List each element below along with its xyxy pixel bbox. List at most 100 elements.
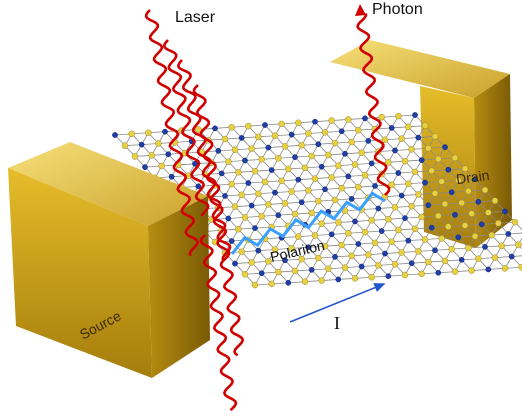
- metal-atom: [378, 228, 385, 234]
- metal-atom: [375, 205, 382, 212]
- chalcogen-atom: [308, 152, 315, 160]
- chalcogen-atom: [431, 190, 439, 197]
- metal-atom: [425, 202, 432, 209]
- metal-atom: [298, 199, 305, 206]
- chalcogen-atom: [301, 164, 309, 172]
- chalcogen-atom: [351, 161, 359, 168]
- drain-electrode: [330, 40, 512, 248]
- metal-atom: [245, 180, 252, 186]
- chalcogen-atom: [231, 146, 239, 154]
- metal-atom: [285, 279, 292, 286]
- chalcogen-atom: [148, 152, 155, 159]
- chalcogen-atom: [435, 155, 442, 163]
- metal-atom: [338, 128, 345, 135]
- metal-atom: [292, 154, 298, 160]
- metal-atom: [445, 166, 452, 173]
- chalcogen-atom: [398, 249, 405, 256]
- chalcogen-atom: [318, 277, 325, 284]
- chalcogen-atom: [455, 177, 462, 184]
- metal-atom: [472, 176, 478, 183]
- metal-atom: [415, 134, 422, 141]
- metal-atom: [385, 273, 392, 279]
- chalcogen-atom: [388, 181, 395, 189]
- metal-atom: [215, 148, 222, 154]
- chalcogen-atom: [311, 232, 319, 239]
- chalcogen-atom: [328, 174, 335, 181]
- chalcogen-atom: [248, 259, 255, 266]
- chalcogen-atom: [441, 200, 449, 208]
- chalcogen-atom: [401, 271, 409, 279]
- metal-atom: [308, 266, 315, 273]
- chalcogen-atom: [258, 213, 265, 220]
- metal-atom: [408, 260, 415, 267]
- chalcogen-atom: [365, 251, 372, 258]
- chalcogen-atom: [428, 167, 435, 175]
- metal-atom: [402, 215, 408, 221]
- chalcogen-atom: [251, 167, 259, 175]
- metal-atom: [228, 238, 235, 244]
- metal-atom: [262, 122, 268, 128]
- chalcogen-atom: [288, 188, 295, 195]
- chalcogen-atom: [288, 245, 295, 252]
- metal-atom: [478, 221, 485, 228]
- chalcogen-atom: [235, 225, 242, 233]
- metal-atom: [295, 176, 302, 183]
- metal-atom: [372, 183, 378, 189]
- chalcogen-atom: [451, 268, 459, 275]
- metal-atom: [458, 256, 465, 263]
- metal-atom: [252, 225, 258, 231]
- chalcogen-atom: [345, 230, 352, 237]
- chalcogen-atom: [515, 241, 522, 248]
- chalcogen-atom: [418, 213, 425, 221]
- chalcogen-atom: [338, 184, 345, 192]
- chalcogen-atom: [481, 186, 489, 194]
- chalcogen-atom: [361, 171, 369, 179]
- chalcogen-atom: [315, 197, 322, 205]
- laser-label: Laser: [175, 9, 216, 26]
- chalcogen-atom: [305, 130, 312, 137]
- chalcogen-atom: [335, 162, 342, 169]
- metal-atom: [452, 211, 458, 218]
- chalcogen-atom: [265, 201, 272, 208]
- chalcogen-atom: [461, 165, 469, 172]
- chalcogen-atom: [395, 226, 402, 234]
- metal-atom: [448, 189, 455, 196]
- chalcogen-atom: [475, 255, 482, 262]
- chalcogen-atom: [411, 225, 419, 233]
- metal-atom: [485, 266, 492, 273]
- chalcogen-atom: [221, 135, 229, 143]
- chalcogen-atom: [388, 238, 395, 245]
- chalcogen-atom: [415, 191, 422, 198]
- chalcogen-atom: [425, 145, 432, 152]
- chalcogen-atom: [275, 155, 282, 162]
- chalcogen-atom: [265, 258, 272, 265]
- chalcogen-atom: [368, 273, 375, 281]
- chalcogen-atom: [341, 264, 349, 271]
- chalcogen-atom: [228, 123, 235, 131]
- chalcogen-atom: [338, 241, 345, 249]
- metal-atom: [272, 189, 278, 196]
- chalcogen-atom: [261, 178, 269, 186]
- chalcogen-atom: [408, 146, 415, 153]
- chalcogen-atom: [371, 239, 379, 247]
- metal-atom: [352, 218, 358, 225]
- chalcogen-atom: [491, 254, 499, 261]
- metal-atom: [328, 231, 335, 238]
- chalcogen-atom: [345, 116, 352, 123]
- chalcogen-atom: [461, 222, 469, 229]
- photon-label: Photon: [372, 1, 423, 18]
- metal-atom: [348, 196, 355, 202]
- metal-atom: [288, 131, 295, 138]
- chalcogen-atom: [375, 262, 382, 269]
- metal-atom: [242, 157, 248, 164]
- chalcogen-atom: [315, 254, 322, 262]
- chalcogen-atom: [145, 129, 152, 137]
- chalcogen-atom: [441, 257, 449, 265]
- metal-atom: [165, 151, 172, 158]
- chalcogen-atom: [301, 278, 309, 285]
- chalcogen-atom: [471, 232, 479, 240]
- metal-atom: [305, 244, 312, 251]
- chalcogen-atom: [451, 154, 459, 162]
- chalcogen-atom: [421, 122, 429, 129]
- chalcogen-atom: [468, 210, 475, 217]
